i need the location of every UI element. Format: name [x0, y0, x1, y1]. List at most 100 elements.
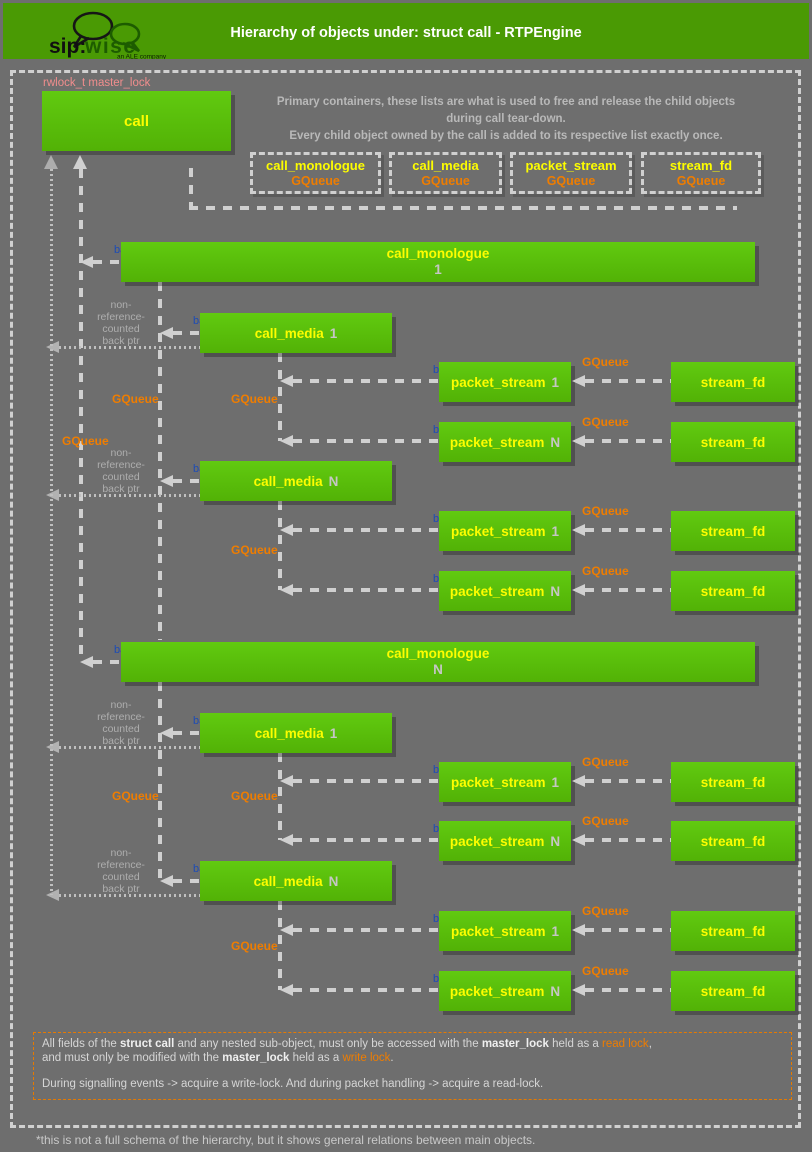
gqueue-label: GQueue [582, 415, 629, 429]
node-suffix: N [550, 583, 561, 599]
legend-call-monologue-name: call_monologue [266, 158, 365, 173]
legend-packet-stream-name: packet_stream [525, 158, 617, 173]
gqueue-label: GQueue [112, 789, 159, 803]
back-ptr-arrow [585, 588, 671, 592]
node-label: stream_fd [700, 374, 766, 390]
node-suffix: 1 [551, 523, 560, 539]
header-bar: sip: wise an ALE company Hierarchy of ob… [3, 3, 809, 59]
back-ptr-arrow [173, 731, 200, 735]
node-label: stream_fd [700, 774, 766, 790]
footnote-line-1: All fields of the struct call and any ne… [42, 1038, 652, 1050]
node-stream-fd: stream_fd [671, 911, 795, 951]
left-arrow-icon [160, 327, 173, 339]
left-arrow-icon [280, 834, 293, 846]
gqueue-label: GQueue [582, 564, 629, 578]
back-ptr-arrow [585, 838, 671, 842]
node-label: call_media [253, 473, 323, 489]
left-arrow-icon [280, 984, 293, 996]
back-ptr-arrow [585, 928, 671, 932]
left-arrow-icon [46, 489, 59, 501]
left-arrow-icon [572, 375, 585, 387]
back-ptr-arrow [293, 988, 439, 992]
node-suffix: N [550, 434, 561, 450]
node-call-media-N: call_media N [200, 461, 392, 501]
left-arrow-icon [280, 375, 293, 387]
back-ptr-arrow [173, 479, 200, 483]
locking-footnote: All fields of the struct call and any ne… [33, 1032, 792, 1100]
left-arrow-icon [80, 656, 93, 668]
left-arrow-icon [46, 741, 59, 753]
node-label: stream_fd [700, 983, 766, 999]
nonref-backptr-arrow [59, 746, 200, 749]
legend-call-media-container: GQueue [421, 174, 470, 188]
node-call-media-N: call_media N [200, 861, 392, 901]
footnote-line-3: During signalling events -> acquire a wr… [42, 1078, 544, 1090]
gqueue-label: GQueue [231, 392, 278, 406]
back-ptr-arrow [585, 779, 671, 783]
node-packet-stream-N: packet_stream N [439, 422, 571, 462]
node-label: packet_stream [450, 923, 546, 939]
node-suffix: 1 [329, 725, 338, 741]
left-arrow-icon [572, 834, 585, 846]
node-label: call_media [253, 873, 323, 889]
nonref-backptr-label: non- reference- counted back ptr [97, 299, 145, 347]
mediaN-packet-queue-line [278, 501, 282, 590]
up-arrow-icon [73, 155, 87, 169]
intro-line-2: during call tear-down. [446, 113, 566, 125]
node-stream-fd: stream_fd [671, 971, 795, 1011]
back-ptr-arrow [93, 260, 121, 264]
node-stream-fd: stream_fd [671, 422, 795, 462]
node-label: packet_stream [449, 833, 545, 849]
gqueue-label: GQueue [582, 504, 629, 518]
node-label: call_media [254, 725, 324, 741]
monologue1-media-queue-line [158, 282, 162, 640]
gqueue-label: GQueue [231, 939, 278, 953]
legend-call-monologue: call_monologue GQueue [250, 152, 381, 194]
node-suffix: N [328, 473, 339, 489]
logo-sip-text: sip: [49, 35, 86, 58]
node-call-monologue-1: call_monologue 1 [121, 242, 755, 282]
legend-stream-fd: stream_fd GQueue [641, 152, 761, 194]
gqueue-label: GQueue [582, 355, 629, 369]
node-suffix: 1 [551, 774, 560, 790]
left-arrow-icon [572, 584, 585, 596]
back-ptr-arrow [293, 379, 439, 383]
left-arrow-icon [572, 775, 585, 787]
gqueue-label: GQueue [231, 543, 278, 557]
legend-connector-horizontal [189, 206, 737, 210]
legend-call-media-name: call_media [412, 158, 479, 173]
sipwise-logo: sip: wise an ALE company [49, 11, 167, 59]
left-arrow-icon [280, 524, 293, 536]
left-arrow-icon [572, 924, 585, 936]
nonref-backptr-arrow [59, 894, 200, 897]
node-label: stream_fd [700, 434, 766, 450]
nonref-backptr-label: non- reference- counted back ptr [97, 447, 145, 495]
node-suffix: N [433, 662, 443, 677]
node-call-label: call [123, 112, 150, 130]
legend-stream-fd-name: stream_fd [669, 158, 733, 173]
gqueue-label: GQueue [112, 392, 159, 406]
node-suffix: 1 [329, 325, 338, 341]
media1-packet-queue-line [278, 753, 282, 840]
node-label: packet_stream [450, 774, 546, 790]
node-stream-fd: stream_fd [671, 762, 795, 802]
back-ptr-arrow [293, 838, 439, 842]
logo-wise-text: wise [84, 35, 137, 58]
left-arrow-icon [280, 775, 293, 787]
node-packet-stream-N: packet_stream N [439, 971, 571, 1011]
nonref-backptr-label: non- reference- counted back ptr [97, 699, 145, 747]
bottom-disclaimer: *this is not a full schema of the hierar… [36, 1133, 536, 1147]
node-packet-stream-N: packet_stream N [439, 821, 571, 861]
left-arrow-icon [280, 435, 293, 447]
back-ptr-arrow [585, 439, 671, 443]
left-arrow-icon [160, 727, 173, 739]
node-label: stream_fd [700, 523, 766, 539]
node-packet-stream-1: packet_stream 1 [439, 362, 571, 402]
node-call-monologue-N: call_monologue N [121, 642, 755, 682]
legend-call-monologue-container: GQueue [291, 174, 340, 188]
node-label: stream_fd [700, 833, 766, 849]
node-stream-fd: stream_fd [671, 511, 795, 551]
node-label: stream_fd [700, 583, 766, 599]
left-arrow-icon [80, 256, 93, 268]
